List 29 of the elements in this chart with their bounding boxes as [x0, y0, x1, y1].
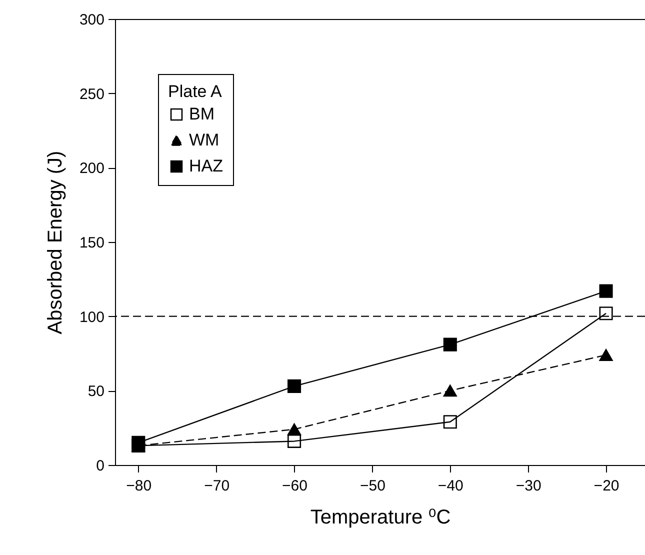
- point: [443, 338, 457, 352]
- legend-label: BM: [189, 104, 214, 124]
- point: [287, 434, 302, 448]
- y-tick-label: 250: [79, 86, 104, 103]
- y-axis-title: Absorbed Energy (J): [44, 150, 66, 334]
- x-tick-label: −40: [438, 478, 464, 494]
- point: [287, 379, 302, 393]
- x-tick-label: −20: [594, 478, 620, 494]
- point: [599, 349, 613, 361]
- y-tick-label: 0: [96, 458, 104, 474]
- y-tick-label: 100: [79, 308, 104, 326]
- x-tick-label: −60: [282, 478, 308, 494]
- x-tick-label: −30: [516, 478, 542, 494]
- point: [287, 423, 302, 436]
- x-tick-label: −50: [360, 478, 386, 494]
- x-axis-title: Temperature ⁰C: [310, 506, 451, 528]
- x-tick-label: −70: [204, 478, 230, 494]
- point: [443, 384, 457, 397]
- x-tick-label: −80: [126, 478, 152, 494]
- y-tick-label: 150: [79, 234, 104, 252]
- y-tick-label: 300: [79, 12, 104, 28]
- legend-label: HAZ: [189, 156, 223, 176]
- point: [599, 284, 613, 298]
- point: [599, 306, 613, 320]
- legend-label: WM: [189, 130, 220, 150]
- legend-title: Plate A: [168, 82, 223, 101]
- point: [443, 415, 457, 429]
- y-tick-label: 200: [79, 160, 104, 178]
- y-tick-label: 50: [88, 383, 104, 400]
